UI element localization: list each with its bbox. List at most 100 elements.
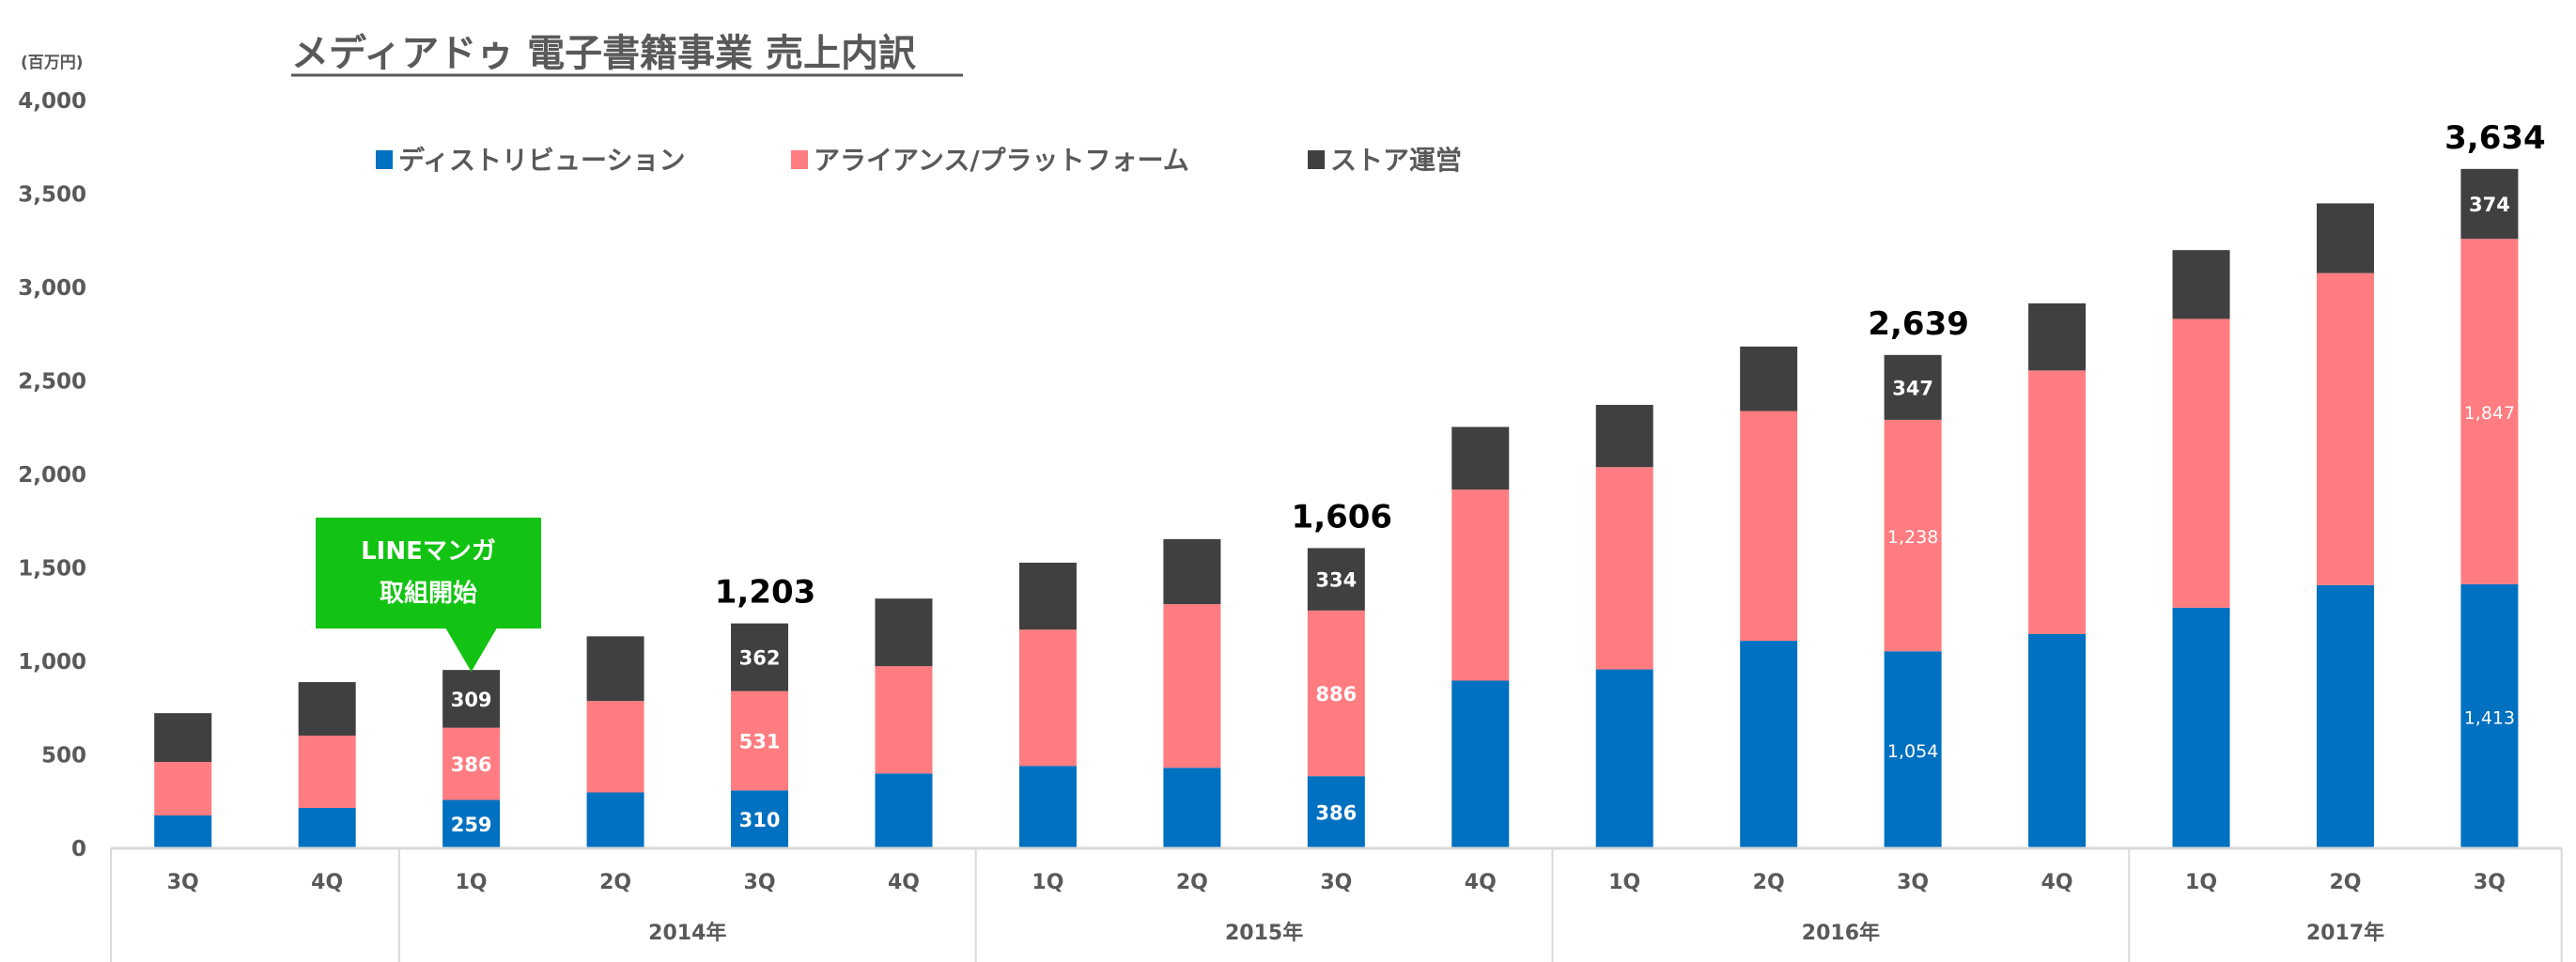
bar-segment-store-operation <box>1740 346 1798 411</box>
bar-segment-store-operation <box>1307 548 1365 611</box>
bar-segment-distribution <box>2316 584 2374 848</box>
x-tick-quarter-label: 2Q <box>2329 871 2361 894</box>
bar-segment-alliance-platform <box>1451 489 1510 681</box>
x-tick-quarter-label: 4Q <box>888 871 920 894</box>
total-value-label: 1,606 <box>1292 498 1393 535</box>
x-tick-quarter-label: 3Q <box>1320 871 1352 894</box>
legend-swatch-store-operation <box>1308 150 1325 169</box>
bar-segment-alliance-platform <box>1018 629 1077 767</box>
y-tick-label: 500 <box>41 744 86 768</box>
legend: ディストリビューション アライアンス/プラットフォーム ストア運営 <box>376 145 1462 176</box>
x-tick-quarter-label: 1Q <box>2185 871 2217 894</box>
y-tick-label: 3,500 <box>18 183 86 208</box>
bar-segment-store-operation <box>1018 562 1077 630</box>
callout-bubble <box>316 518 541 672</box>
bar-segment-distribution <box>875 773 933 848</box>
y-tick-label: 2,000 <box>18 463 86 488</box>
bar-segment-distribution <box>731 790 789 848</box>
segment-labels: 259 386 309 310 531 362 386 886 334 1,054 1,238 347… <box>451 194 2515 836</box>
bar-segment-store-operation <box>1595 404 1653 468</box>
bar-segment-alliance-platform <box>2460 239 2519 584</box>
bars <box>154 168 2519 848</box>
y-tick-label: 2,500 <box>18 370 86 395</box>
bar-segment-store-operation <box>731 623 789 691</box>
y-tick-label: 0 <box>71 837 86 861</box>
x-tick-year-label: 2014年 <box>648 921 726 945</box>
bar-segment-alliance-platform <box>1884 419 1942 652</box>
data-label-store-operation: 347 <box>1892 377 1933 399</box>
bar-segment-store-operation <box>2316 203 2374 273</box>
bar-segment-distribution <box>586 792 644 848</box>
bar-segment-distribution <box>1163 768 1221 848</box>
y-tick-label: 3,000 <box>18 276 86 301</box>
x-tick-year-label: 2016年 <box>1802 921 1880 945</box>
bar-segment-store-operation <box>154 713 212 763</box>
chart-title: メディアドゥ 電子書籍事業 売上内訳 <box>291 32 917 75</box>
legend-item-distribution: ディストリビューション <box>376 145 685 176</box>
bar-segment-alliance-platform <box>2172 318 2230 608</box>
y-tick-label: 1,500 <box>18 557 86 582</box>
x-tick-year-label: 2017年 <box>2306 921 2384 945</box>
bar-segment-distribution <box>154 815 212 848</box>
x-tick-quarter-label: 1Q <box>456 871 488 894</box>
bar-segment-store-operation <box>586 636 644 702</box>
bar-segment-alliance-platform <box>1740 411 1798 642</box>
bar-segment-distribution <box>2172 607 2230 848</box>
data-label-store-operation: 374 <box>2469 194 2510 216</box>
bar-segment-distribution <box>1740 641 1798 848</box>
bar-segment-alliance-platform <box>586 701 644 793</box>
x-tick-quarter-label: 3Q <box>167 871 199 894</box>
legend-swatch-alliance-platform <box>791 150 808 169</box>
legend-swatch-distribution <box>376 150 393 169</box>
data-label-alliance-platform: 531 <box>739 730 781 753</box>
bar-segment-store-operation <box>875 598 933 667</box>
data-label-alliance-platform: 1,238 <box>1887 527 1938 548</box>
legend-label-distribution: ディストリビューション <box>398 145 685 176</box>
bar-segment-store-operation <box>1884 354 1942 420</box>
x-tick-quarter-label: 3Q <box>1897 871 1929 894</box>
bar-segment-store-operation <box>298 682 356 737</box>
bar-segment-distribution <box>2028 633 2087 848</box>
x-tick-quarter-label: 3Q <box>744 871 776 894</box>
bar-segment-distribution <box>1595 669 1653 848</box>
x-tick-quarter-label: 4Q <box>311 871 343 894</box>
bar-segment-alliance-platform <box>442 727 501 800</box>
legend-label-alliance-platform: アライアンス/プラットフォーム <box>814 145 1189 176</box>
bar-segment-distribution <box>1884 651 1942 848</box>
bar-segment-distribution <box>298 808 356 848</box>
bar-segment-alliance-platform <box>298 736 356 809</box>
bar-segment-store-operation <box>1451 427 1510 490</box>
total-value-label: 3,634 <box>2444 119 2546 157</box>
x-tick-quarter-label: 3Q <box>2474 871 2506 894</box>
x-tick-quarter-label: 2Q <box>1753 871 1785 894</box>
bar-segment-distribution <box>1018 766 1077 848</box>
y-axis-unit-label: (百万円) <box>21 54 84 72</box>
data-label-alliance-platform: 1,847 <box>2464 403 2515 424</box>
legend-item-store-operation: ストア運営 <box>1308 145 1462 176</box>
bar-segment-alliance-platform <box>731 690 789 791</box>
bar-segment-store-operation <box>442 670 501 728</box>
bar-segment-alliance-platform <box>1163 604 1221 768</box>
x-axis: 3Q 4Q 1Q 2Q 3Q 4Q 1Q 2Q 3Q 4Q 1Q 2Q 3Q 4Q 1Q 2Q 3Q 2014年 2… <box>110 846 2563 962</box>
bar-segment-distribution <box>1451 680 1510 848</box>
bar-segment-alliance-platform <box>2316 272 2374 585</box>
x-tick-year-label: 2015年 <box>1225 921 1303 945</box>
total-value-label: 1,203 <box>715 574 816 612</box>
x-tick-quarter-label: 2Q <box>599 871 631 894</box>
data-label-store-operation: 362 <box>739 647 781 670</box>
bar-segment-store-operation <box>2028 303 2087 371</box>
data-label-distribution: 1,054 <box>1887 741 1938 762</box>
bar-segment-alliance-platform <box>875 666 933 774</box>
callout-text-line: 取組開始 <box>380 579 477 608</box>
y-axis: 0 500 1,000 1,500 2,000 2,500 3,000 3,500 4,000 <box>18 89 86 861</box>
data-label-alliance-platform: 886 <box>1315 683 1357 706</box>
data-label-store-operation: 309 <box>451 689 492 711</box>
bar-segment-distribution <box>1307 776 1365 848</box>
x-tick-quarter-label: 4Q <box>1465 871 1497 894</box>
bar-segment-alliance-platform <box>1595 467 1653 670</box>
y-tick-label: 1,000 <box>18 650 86 675</box>
data-label-distribution: 1,413 <box>2464 707 2515 728</box>
data-label-distribution: 259 <box>451 814 492 836</box>
